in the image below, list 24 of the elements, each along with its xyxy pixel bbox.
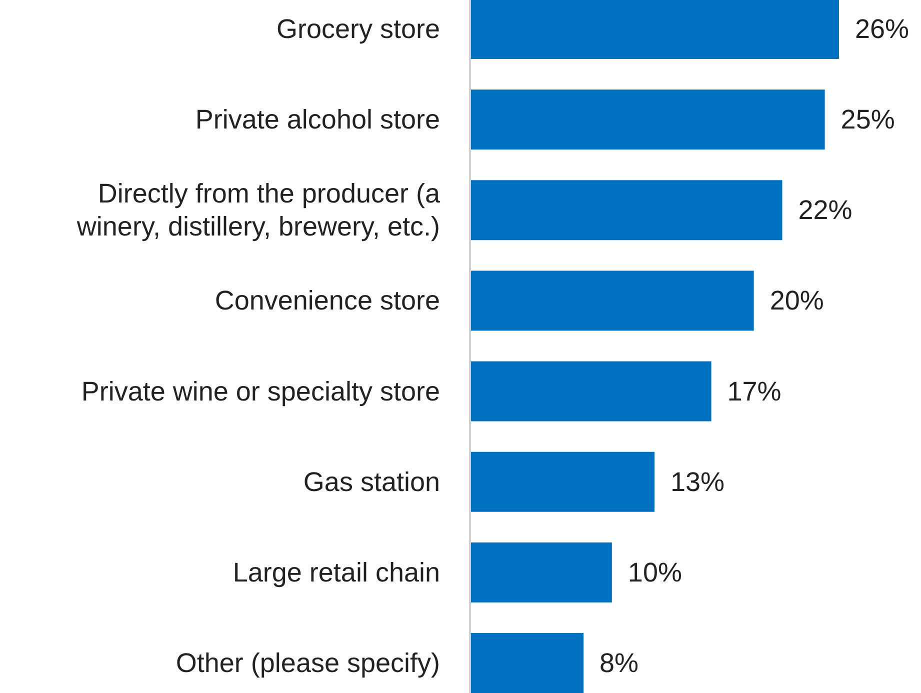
bar [470,361,712,422]
y-tick-label: Private alcohol store [195,104,440,135]
data-label: 22% [798,195,852,226]
data-label: 10% [628,557,682,588]
data-label: 26% [855,14,910,44]
data-label: 25% [840,104,895,135]
y-tick-label: Gas station [303,466,440,497]
bar [470,0,839,59]
bar [470,180,782,240]
y-tick-label: Convenience store [214,286,440,316]
bar [470,542,612,602]
bar [470,452,654,512]
y-tick-label: Grocery store [276,14,440,44]
data-label: 17% [727,376,782,406]
y-tick-label: Private wine or specialty store [81,376,440,406]
y-tick-label: Other (please specify) [176,648,440,678]
data-label: 20% [770,286,824,316]
y-tick-label: Large retail chain [232,557,440,588]
bar [470,633,584,693]
y-tick-label: Directly from the producer (a winery, distillery, brewery, etc.) [76,178,441,242]
data-label: 8% [600,648,639,678]
data-label: 13% [670,466,725,497]
bar [470,90,825,150]
bar [470,270,754,331]
